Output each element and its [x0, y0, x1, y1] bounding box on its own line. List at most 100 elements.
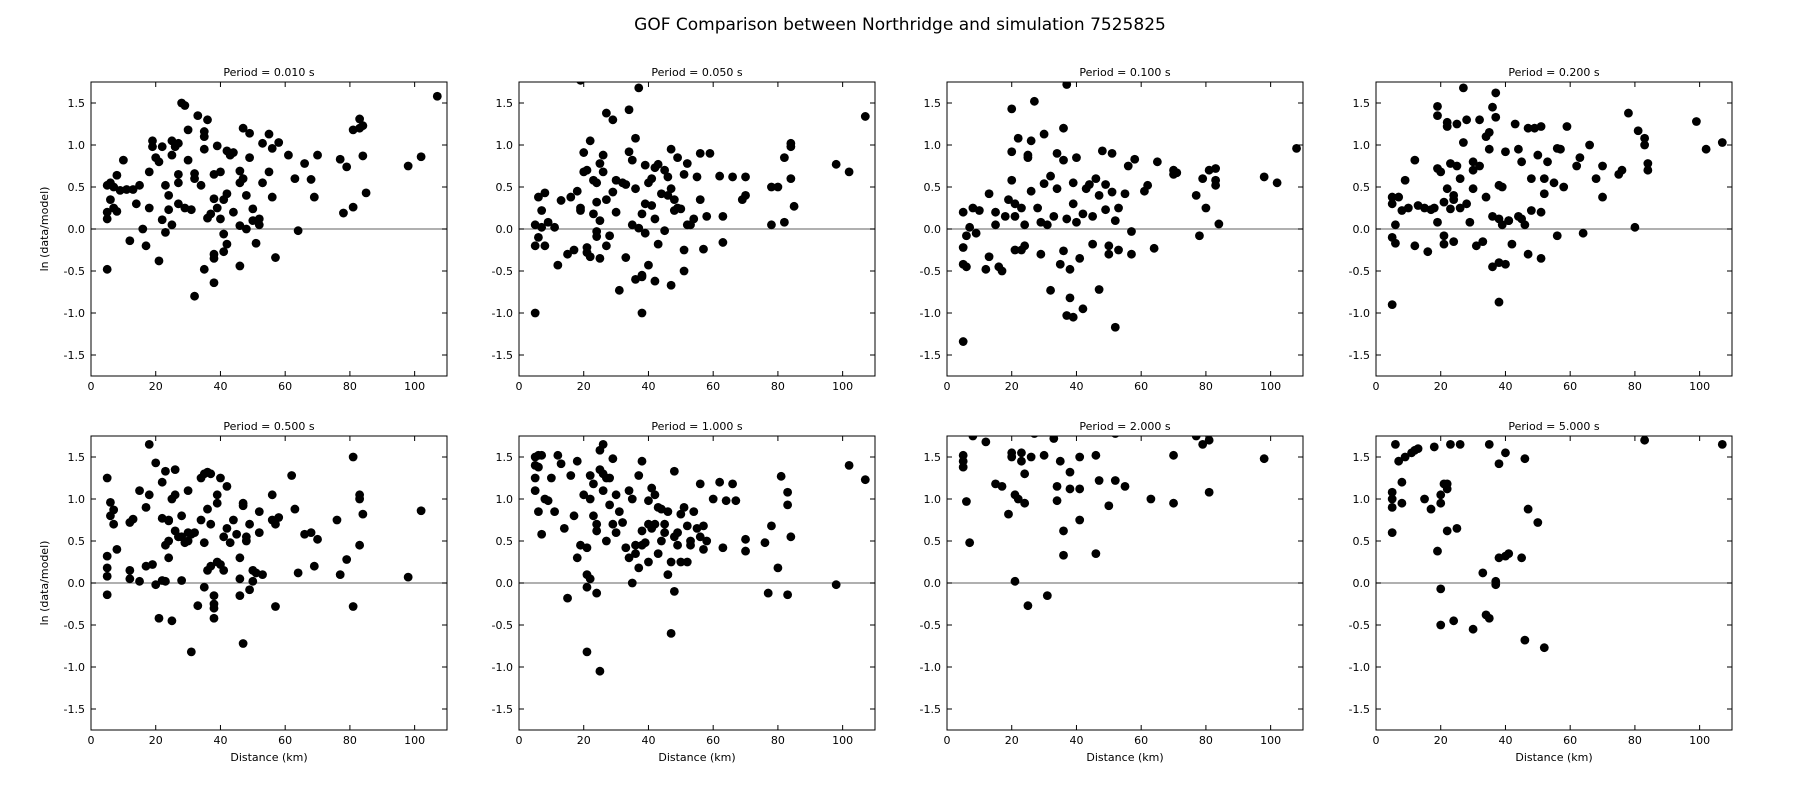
- x-tick-label: 80: [771, 734, 785, 747]
- x-tick-label: 100: [404, 380, 425, 393]
- subplot-title: Period = 0.500 s: [223, 420, 314, 433]
- data-point: [232, 529, 242, 539]
- x-tick-label: 20: [577, 734, 591, 747]
- data-point: [1410, 155, 1420, 165]
- data-point: [1036, 249, 1046, 259]
- data-point: [1198, 440, 1208, 449]
- data-point: [1598, 192, 1607, 202]
- data-point: [167, 220, 177, 230]
- data-point: [1455, 440, 1465, 449]
- x-tick-label: 80: [343, 380, 357, 393]
- x-tick-label: 0: [1373, 380, 1380, 393]
- data-point: [537, 450, 547, 460]
- data-point: [251, 238, 261, 248]
- x-tick-label: 60: [1134, 734, 1148, 747]
- data-point: [355, 114, 365, 124]
- data-point: [660, 528, 670, 537]
- data-point: [1433, 111, 1442, 120]
- data-point: [1394, 192, 1404, 202]
- data-point: [1400, 175, 1410, 185]
- data-point: [206, 561, 216, 571]
- data-point: [258, 138, 267, 148]
- data-point: [783, 487, 793, 497]
- subplot-8: 0 20 40 60 80 100 -1.5 -1.0 -0.5 0.0 0.5 1.0 1.5 Peri…: [1349, 420, 1733, 764]
- data-point: [1120, 189, 1130, 199]
- data-point: [579, 490, 589, 500]
- data-point: [209, 613, 219, 623]
- data-point: [212, 203, 222, 213]
- data-point: [216, 214, 225, 224]
- data-point: [582, 647, 592, 657]
- data-point: [309, 561, 319, 571]
- data-point: [598, 167, 608, 177]
- data-point: [1692, 117, 1701, 126]
- data-point: [1520, 220, 1530, 230]
- scatter-points: [102, 91, 442, 301]
- data-point: [540, 241, 550, 251]
- data-point: [1020, 220, 1030, 230]
- data-point: [1072, 217, 1081, 227]
- data-point: [245, 128, 254, 138]
- data-point: [1143, 180, 1153, 190]
- data-point: [679, 245, 689, 255]
- data-point: [1075, 484, 1085, 494]
- data-point: [102, 571, 112, 581]
- data-point: [1104, 249, 1114, 259]
- data-point: [199, 127, 209, 136]
- data-point: [1214, 219, 1224, 229]
- x-tick-label: 40: [1498, 734, 1512, 747]
- data-point: [170, 490, 180, 500]
- data-point: [997, 482, 1007, 491]
- data-point: [618, 518, 627, 527]
- data-point: [702, 212, 712, 221]
- data-point: [1059, 123, 1068, 133]
- x-tick-label: 0: [516, 380, 523, 393]
- data-point: [1055, 456, 1065, 466]
- x-tick-label: 40: [1069, 380, 1083, 393]
- data-point: [1536, 254, 1546, 263]
- data-point: [245, 153, 254, 163]
- data-point: [540, 188, 550, 198]
- data-point: [109, 519, 119, 529]
- data-point: [1387, 192, 1397, 202]
- data-point: [154, 157, 164, 167]
- data-point: [1042, 220, 1052, 230]
- data-point: [1452, 524, 1462, 533]
- data-point: [1075, 452, 1085, 462]
- data-point: [122, 185, 131, 194]
- y-tick-label: 1.0: [924, 139, 942, 152]
- data-point: [209, 194, 219, 204]
- data-point: [157, 215, 167, 225]
- data-point: [1004, 509, 1013, 519]
- scatter-points: [1387, 436, 1727, 653]
- x-tick-label: 40: [1069, 734, 1083, 747]
- data-point: [611, 528, 621, 537]
- data-point: [1452, 161, 1462, 171]
- data-point: [141, 241, 151, 251]
- data-point: [589, 209, 598, 219]
- x-tick-label: 100: [1689, 734, 1710, 747]
- data-point: [170, 465, 180, 474]
- data-point: [1010, 212, 1020, 221]
- data-point: [1065, 436, 1069, 437]
- data-point: [173, 178, 183, 188]
- data-point: [1078, 209, 1088, 219]
- data-point: [1046, 171, 1055, 181]
- data-point: [634, 83, 644, 93]
- data-point: [1640, 140, 1650, 150]
- data-point: [161, 576, 170, 586]
- data-point: [186, 205, 196, 215]
- figure-title: GOF Comparison between Northridge and si…: [634, 15, 1166, 35]
- data-point: [731, 496, 741, 506]
- x-tick-label: 40: [641, 380, 655, 393]
- data-point: [1433, 546, 1442, 556]
- data-point: [971, 228, 981, 238]
- data-point: [1533, 518, 1543, 527]
- data-point: [1049, 212, 1059, 221]
- data-point: [789, 201, 799, 211]
- x-tick-label: 20: [149, 734, 163, 747]
- data-point: [109, 182, 119, 192]
- data-point: [118, 155, 128, 165]
- data-point: [1023, 153, 1033, 163]
- data-point: [614, 507, 624, 516]
